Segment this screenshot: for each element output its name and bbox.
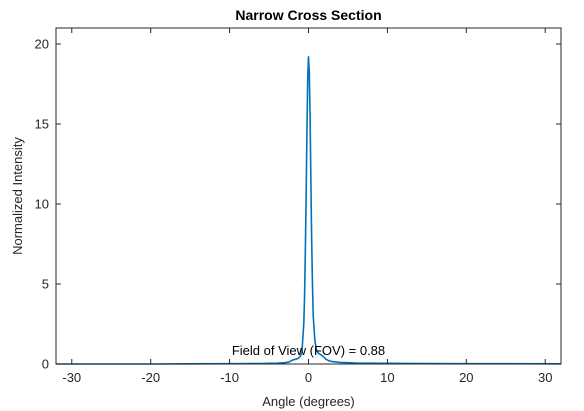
y-tick-label: 15 xyxy=(35,117,49,132)
x-tick-label: -30 xyxy=(62,370,81,385)
intensity-series-line xyxy=(56,55,562,365)
y-axis-label: Normalized Intensity xyxy=(10,137,25,255)
series-layer xyxy=(56,55,562,365)
x-tick-label: 30 xyxy=(538,370,552,385)
x-tick-label: 0 xyxy=(305,370,312,385)
y-tick-label: 20 xyxy=(35,37,49,52)
fov-annotation: Field of View (FOV) = 0.88 xyxy=(232,343,385,358)
y-tick-label: 5 xyxy=(42,277,49,292)
x-axis-label: Angle (degrees) xyxy=(262,394,355,409)
x-tick-label: 10 xyxy=(380,370,394,385)
y-tick-label: 10 xyxy=(35,197,49,212)
x-tick-label: 20 xyxy=(459,370,473,385)
x-ticks: -30 -20 -10 0 10 20 30 xyxy=(62,28,552,385)
x-tick-label: -10 xyxy=(220,370,239,385)
x-tick-label: -20 xyxy=(141,370,160,385)
chart-title: Narrow Cross Section xyxy=(235,7,381,23)
y-tick-label: 0 xyxy=(42,357,49,372)
plot-area xyxy=(56,28,561,364)
y-ticks: 0 5 10 15 20 xyxy=(35,37,561,372)
